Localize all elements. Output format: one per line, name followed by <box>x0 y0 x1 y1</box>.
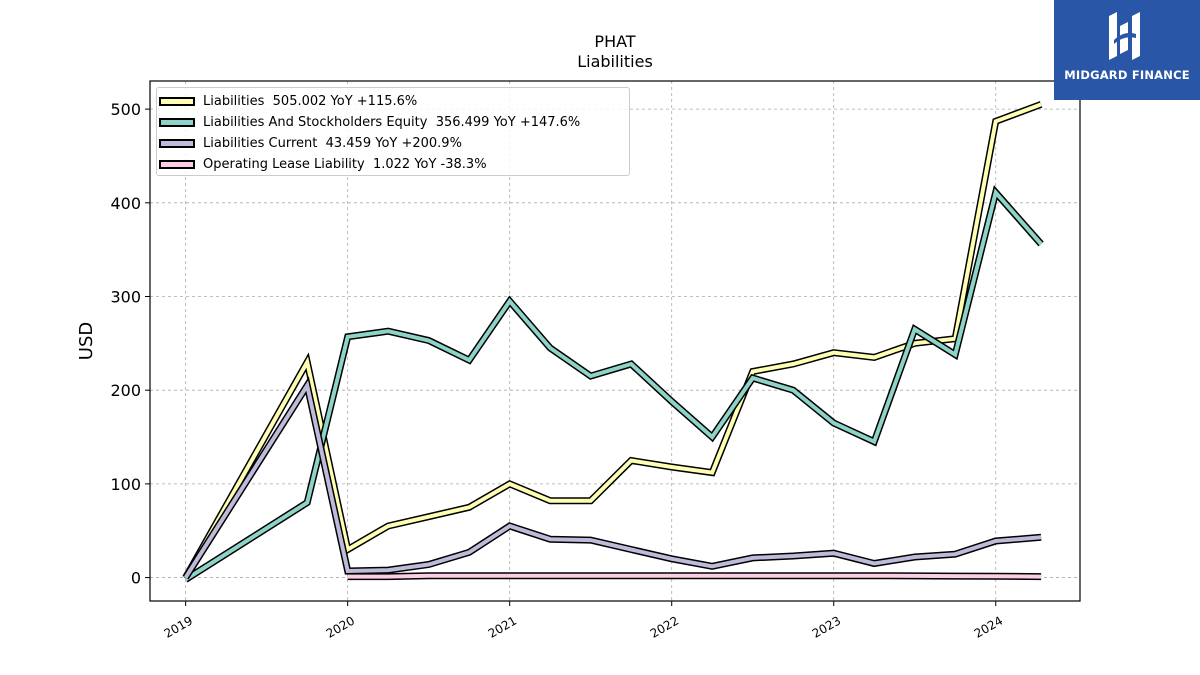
y-tick-label: 200 <box>110 381 141 400</box>
x-tick-label: 2024 <box>972 613 1005 640</box>
legend-swatch-liabilities-and-stockholders-equity <box>159 117 195 127</box>
y-tick-label: 0 <box>131 569 141 588</box>
legend-label-liabilities-and-stockholders-equity: Liabilities And Stockholders Equity 356.… <box>203 114 581 130</box>
y-tick-label: 400 <box>110 194 141 213</box>
series-line-2 <box>183 380 1042 579</box>
legend-label-liabilities-current: Liabilities Current 43.459 YoY +200.9% <box>203 135 462 151</box>
x-tick-label: 2020 <box>324 613 357 640</box>
legend-item-liabilities: Liabilities 505.002 YoY +115.6% <box>159 91 417 111</box>
legend: Liabilities 505.002 YoY +115.6% Liabilit… <box>156 87 630 176</box>
midgard-finance-logo: MIDGARD FINANCE <box>1054 0 1200 100</box>
y-tick-label: 300 <box>110 287 141 306</box>
y-tick-label: 100 <box>110 475 141 494</box>
plot-frame <box>149 80 1081 602</box>
logo-mark-icon <box>1109 12 1140 60</box>
legend-item-liabilities-current: Liabilities Current 43.459 YoY +200.9% <box>159 133 462 153</box>
y-tick-label: 500 <box>110 100 141 119</box>
logo-text: MIDGARD FINANCE <box>1064 68 1190 82</box>
series-line-3 <box>347 573 1042 579</box>
series-line-1 <box>184 188 1043 582</box>
legend-swatch-liabilities-current <box>159 138 195 148</box>
x-tick-label: 2022 <box>648 613 681 640</box>
legend-swatch-liabilities <box>159 96 195 106</box>
legend-swatch-operating-lease-liability <box>159 159 195 169</box>
x-tick-label: 2023 <box>810 613 843 640</box>
legend-label-operating-lease-liability: Operating Lease Liability 1.022 YoY -38.… <box>203 156 487 172</box>
legend-item-operating-lease-liability: Operating Lease Liability 1.022 YoY -38.… <box>159 154 487 174</box>
legend-item-liabilities-and-stockholders-equity: Liabilities And Stockholders Equity 356.… <box>159 112 580 132</box>
chart-subtitle: Liabilities <box>577 52 653 71</box>
y-axis-label: USD <box>76 322 97 360</box>
x-tick-label: 2019 <box>162 613 195 640</box>
x-tick-label: 2021 <box>486 613 519 640</box>
legend-label-liabilities: Liabilities 505.002 YoY +115.6% <box>203 93 418 109</box>
chart-title: PHAT <box>594 32 636 51</box>
